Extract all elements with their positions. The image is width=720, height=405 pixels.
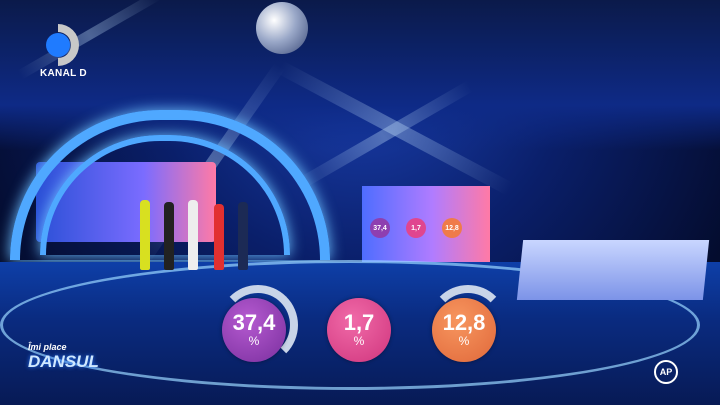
result-arc: [218, 285, 298, 365]
result-circle: 12,8 %: [432, 298, 496, 362]
kanal-d-logo-text: KANAL D: [40, 68, 87, 79]
show-logo: Îmi place DANSUL: [28, 342, 99, 372]
result-unit: %: [248, 334, 260, 348]
result-unit: %: [458, 334, 470, 348]
result-value: 37,4: [232, 310, 276, 335]
screen-result: 12,8: [442, 218, 462, 238]
result-value: 12,8: [442, 310, 486, 335]
judges-desk: [516, 240, 710, 300]
ap-rating-badge: AP: [654, 360, 678, 384]
screen-result: 37,4: [370, 218, 390, 238]
result-circle: 37,4 %: [222, 298, 286, 362]
kanal-d-logo: [46, 24, 79, 66]
contestant: [164, 202, 174, 270]
show-logo-line2: DANSUL: [28, 352, 99, 371]
floor-ring: [0, 260, 700, 390]
result-unit: %: [353, 334, 365, 348]
contestant: [188, 200, 198, 270]
result-arc: [428, 285, 508, 365]
screen-result: 1,7: [406, 218, 426, 238]
disco-ball: [256, 2, 308, 54]
contestant: [140, 200, 150, 270]
result-value: 1,7: [343, 310, 375, 335]
result-circle: 1,7 %: [327, 298, 391, 362]
host: [214, 204, 224, 270]
show-logo-line1: Îmi place: [28, 342, 67, 352]
host: [238, 202, 248, 270]
